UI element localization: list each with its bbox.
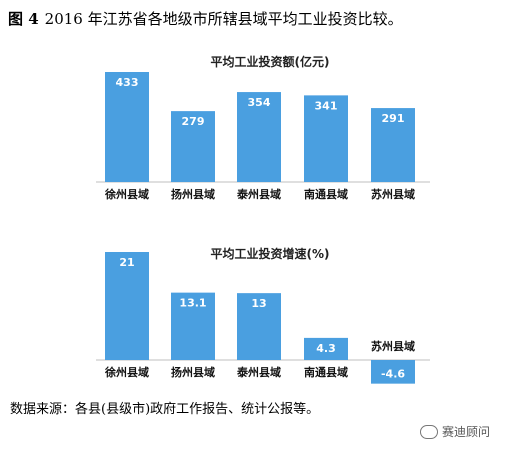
chart-1-value-label-0: 21 [119,256,134,269]
chart-0-bar-0 [105,72,149,182]
watermark: 赛迪顾问 [419,423,490,440]
chart-1-bar-2 [237,293,281,360]
chart-1-bar-1 [171,292,215,360]
figure-label: 图 4 [8,10,39,28]
chart-1-value-label-4: -4.6 [381,368,405,381]
chart-0-value-label-0: 433 [116,76,139,89]
chart-0-category-label-4: 苏州县域 [371,187,415,201]
chart-0-value-label-4: 291 [382,112,405,125]
watermark-text: 赛迪顾问 [441,425,490,439]
chart-0-value-label-1: 279 [182,115,205,128]
chart-0-value-label-3: 341 [315,99,338,112]
chart-0-bar-3 [304,95,348,182]
chart-0-category-label-2: 泰州县域 [236,187,281,201]
chart-1-category-label-2: 泰州县域 [236,365,281,379]
chart-1-category-label-0: 徐州县域 [104,365,149,379]
chart-0-category-label-3: 南通县域 [304,187,348,201]
chart-0-value-label-2: 354 [248,96,271,109]
source-note: 数据来源：各县(县级市)政府工作报告、统计公报等。 [10,402,320,417]
chart-1-category-label-1: 扬州县域 [171,365,215,379]
chart-1-bar-3 [304,337,348,360]
chart-1-bar-4 [371,360,415,384]
chart-0-bar-2 [237,92,281,182]
chart-0-category-label-0: 徐州县域 [104,187,149,201]
figure-title-text: 2016 年江苏省各地级市所辖县域平均工业投资比较。 [44,10,403,28]
chart-0-bar-4 [371,108,415,182]
figure-title: 图 4 2016 年江苏省各地级市所辖县域平均工业投资比较。 [8,8,508,30]
chart-1-value-label-3: 4.3 [316,342,336,355]
wechat-icon [419,424,438,439]
chart-0-bar-1 [171,111,215,182]
chart-0-category-label-1: 扬州县域 [171,187,215,201]
chart-1-category-label-3: 南通县域 [304,365,348,379]
chart-1-value-label-1: 13.1 [179,297,206,310]
chart-0-title: 平均工业投资额(亿元) [211,54,330,69]
chart-1-value-label-2: 13 [251,297,266,310]
chart-1-bar-0 [105,252,149,360]
chart-1-category-label-4: 苏州县域 [371,339,415,353]
chart-1-title: 平均工业投资增速(%) [211,246,330,261]
